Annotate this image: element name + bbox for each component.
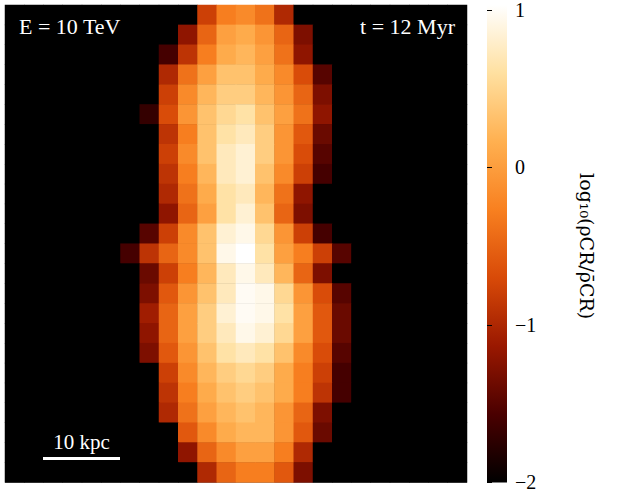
svg-text:log₁₀(ρCR/ρ̄CR): log₁₀(ρCR/ρ̄CR) bbox=[576, 173, 598, 319]
svg-text:−2: −2 bbox=[515, 471, 536, 493]
svg-text:−1: −1 bbox=[515, 314, 536, 336]
svg-text:0: 0 bbox=[515, 156, 525, 178]
svg-text:E = 10 TeV: E = 10 TeV bbox=[19, 14, 121, 39]
svg-text:t = 12 Myr: t = 12 Myr bbox=[360, 14, 456, 39]
svg-text:10 kpc: 10 kpc bbox=[53, 430, 110, 454]
svg-text:1: 1 bbox=[515, 0, 525, 21]
